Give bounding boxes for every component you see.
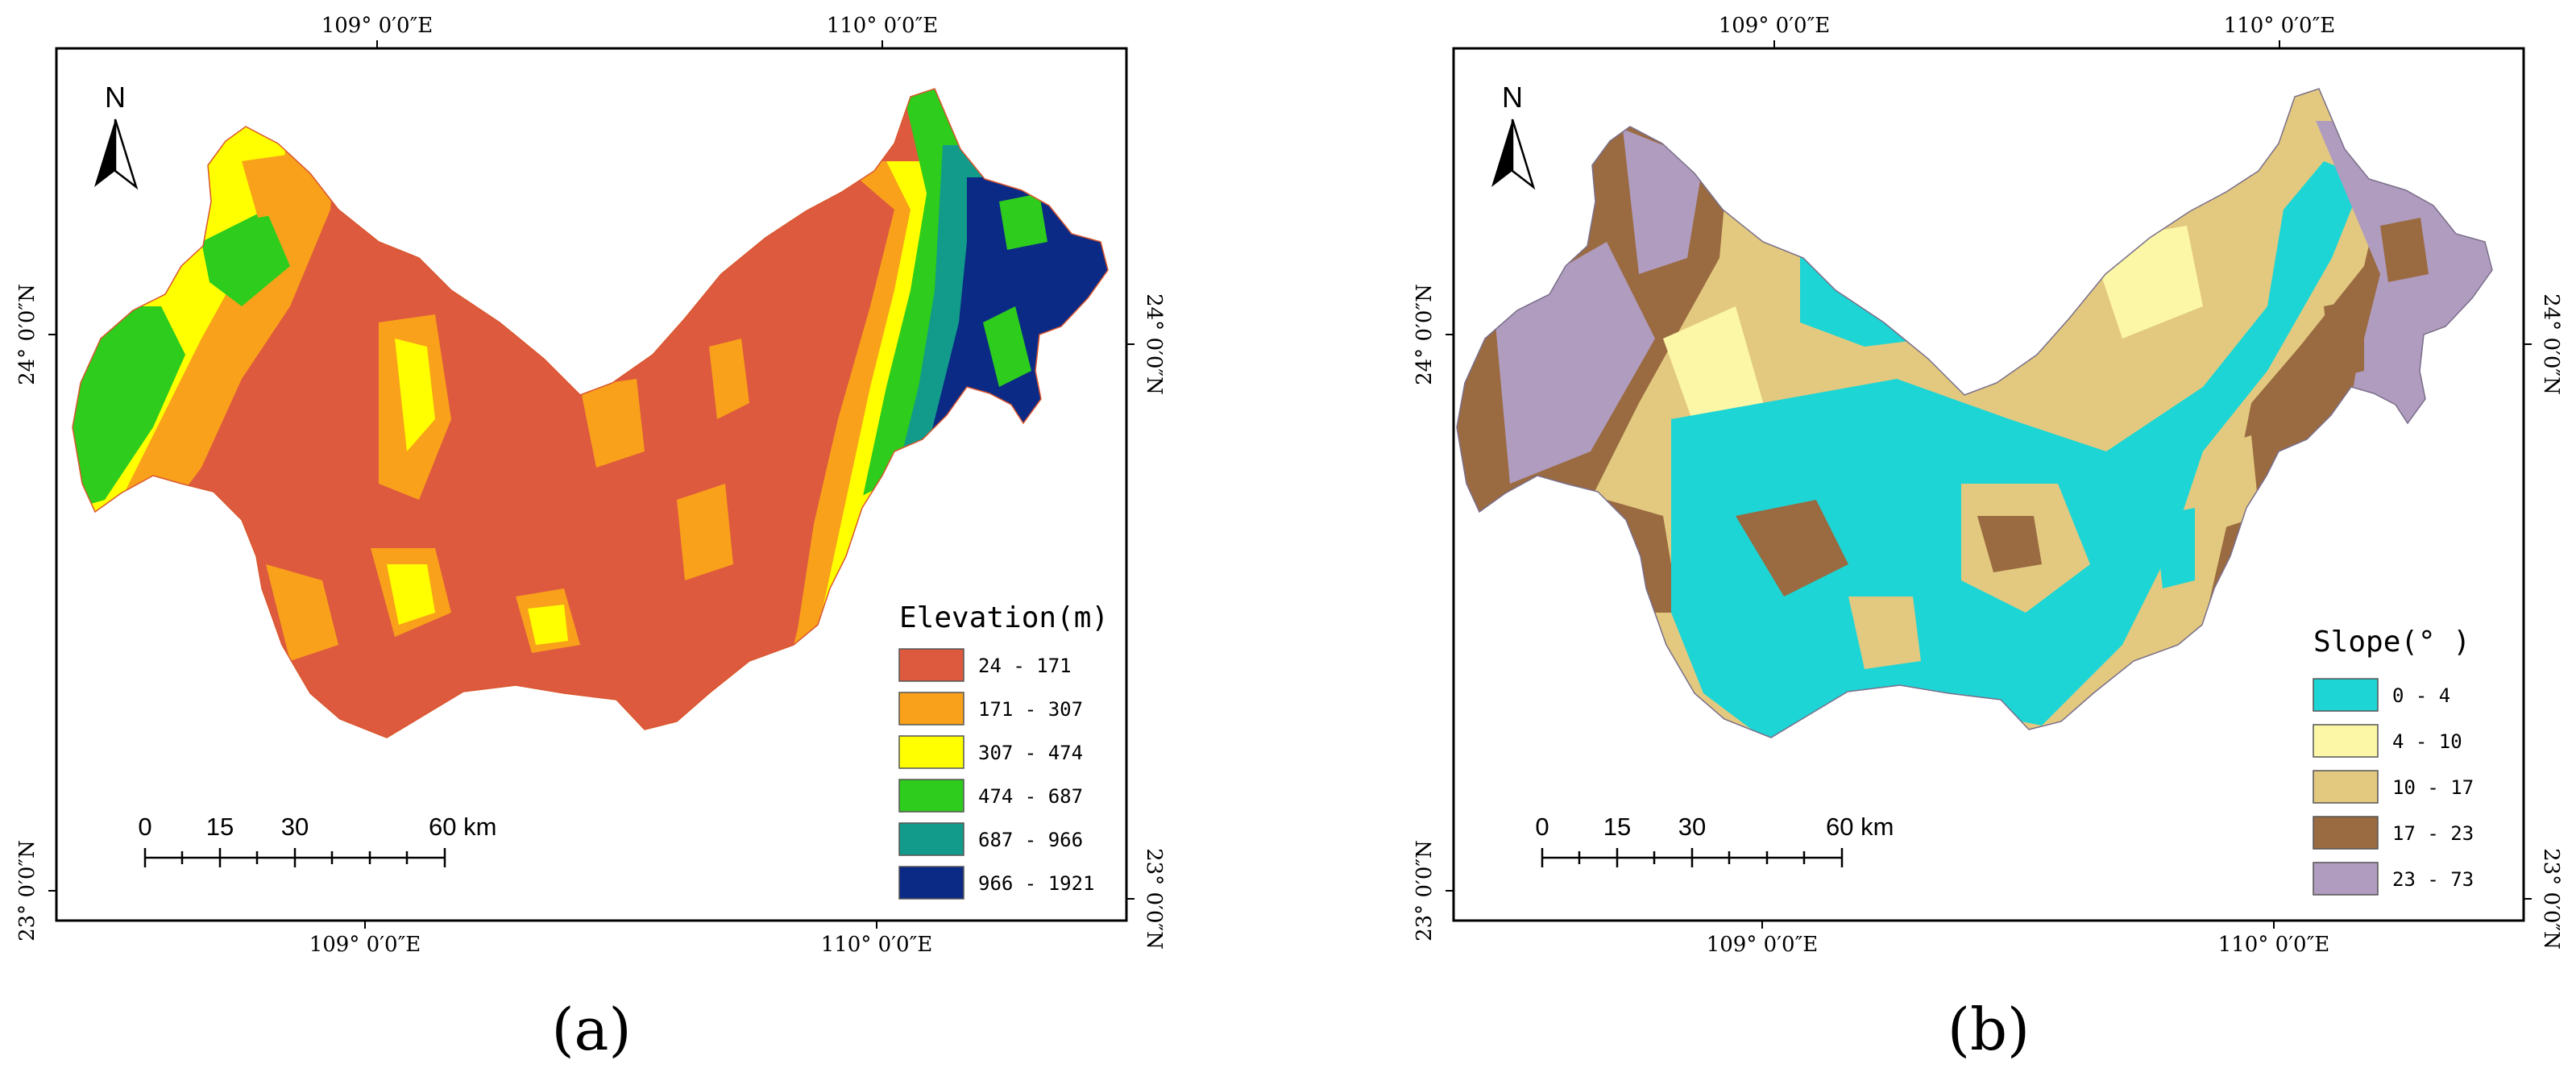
legend-label: 17 - 23 <box>2392 822 2474 845</box>
legend-swatch <box>2313 678 2379 712</box>
north-label: N <box>105 81 126 114</box>
north-label: N <box>1502 81 1523 114</box>
graticule-ticks <box>1446 40 2532 929</box>
panel-label-a: (a) <box>551 996 631 1063</box>
legend-items: 24 - 171 171 - 307 307 - 474 474 - 687 687 -… <box>898 648 1095 900</box>
legend-label: 0 - 4 <box>2392 684 2450 707</box>
lon-label-bottom-109: 109° 0′0″E <box>309 933 421 957</box>
legend-items: 0 - 4 4 - 10 10 - 17 17 - 23 23 - 73 <box>2313 678 2474 896</box>
panel-a: 109° 0′0″E 110° 0′0″E 109° 0′0″E 110° 0′… <box>15 14 1166 1063</box>
panel-label-b: (b) <box>1948 996 2030 1063</box>
lon-label-bottom-110: 110° 0′0″E <box>821 933 933 957</box>
lon-label-top-109: 109° 0′0″E <box>1719 14 1831 38</box>
scale-bar: 0 15 30 60 km <box>138 813 496 867</box>
panel-b: 109° 0′0″E 110° 0′0″E 109° 0′0″E 110° 0′… <box>1397 0 2576 1081</box>
scale-label-30: 30 <box>1678 813 1706 841</box>
legend-label: 966 - 1921 <box>978 872 1095 895</box>
legend-swatch <box>898 648 964 682</box>
legend-swatch <box>898 866 964 900</box>
legend: Elevation(m) 24 - 171 171 - 307 307 - 474 4… <box>898 601 1109 900</box>
legend-label: 24 - 171 <box>978 655 1072 677</box>
scale-bar: 0 15 30 60 km <box>1535 813 1894 867</box>
legend-swatch <box>898 735 964 769</box>
lon-label-top-110: 110° 0′0″E <box>2224 14 2336 38</box>
legend-title: Elevation(m) <box>899 601 1109 634</box>
lat-label-right-23: 23° 0′0″N <box>2539 848 2563 950</box>
legend-label: 474 - 687 <box>978 785 1083 808</box>
lat-label-right-23: 23° 0′0″N <box>1142 848 1166 950</box>
lat-label-right-24: 24° 0′0″N <box>2539 293 2563 395</box>
lat-label-left-24: 24° 0′0″N <box>15 284 39 385</box>
scale-label-60km: 60 km <box>1826 813 1894 841</box>
graticule-ticks <box>48 40 1135 929</box>
lat-label-left-23: 23° 0′0″N <box>15 840 39 942</box>
scale-label-0: 0 <box>1535 813 1549 841</box>
legend-label: 687 - 966 <box>978 829 1083 851</box>
scale-label-60km: 60 km <box>429 813 496 841</box>
legend-label: 307 - 474 <box>978 742 1083 764</box>
legend-title: Slope(° ) <box>2313 626 2470 659</box>
lon-label-top-109: 109° 0′0″E <box>321 14 433 38</box>
north-arrow-icon: N <box>1491 81 1536 190</box>
scale-label-30: 30 <box>281 813 309 841</box>
lon-label-top-110: 110° 0′0″E <box>827 14 939 38</box>
lon-label-bottom-109: 109° 0′0″E <box>1707 933 1819 957</box>
legend-label: 10 - 17 <box>2392 776 2474 799</box>
lat-label-left-24: 24° 0′0″N <box>1412 284 1437 385</box>
legend-label: 4 - 10 <box>2392 730 2462 753</box>
legend-swatch <box>2313 862 2379 896</box>
scale-label-15: 15 <box>206 813 234 841</box>
north-arrow-icon: N <box>94 81 139 190</box>
legend-label: 23 - 73 <box>2392 868 2474 891</box>
legend-swatch <box>2313 816 2379 850</box>
legend-swatch <box>2313 770 2379 804</box>
lat-label-left-23: 23° 0′0″N <box>1412 840 1437 942</box>
scale-label-0: 0 <box>138 813 151 841</box>
legend: Slope(° ) 0 - 4 4 - 10 10 - 17 17 - 23 23 - … <box>2313 626 2474 896</box>
legend-swatch <box>898 822 964 856</box>
lat-label-right-24: 24° 0′0″N <box>1142 293 1166 395</box>
legend-swatch <box>898 692 964 726</box>
lon-label-bottom-110: 110° 0′0″E <box>2218 933 2330 957</box>
legend-swatch <box>898 779 964 813</box>
legend-label: 171 - 307 <box>978 698 1083 721</box>
scale-label-15: 15 <box>1603 813 1631 841</box>
legend-swatch <box>2313 724 2379 758</box>
